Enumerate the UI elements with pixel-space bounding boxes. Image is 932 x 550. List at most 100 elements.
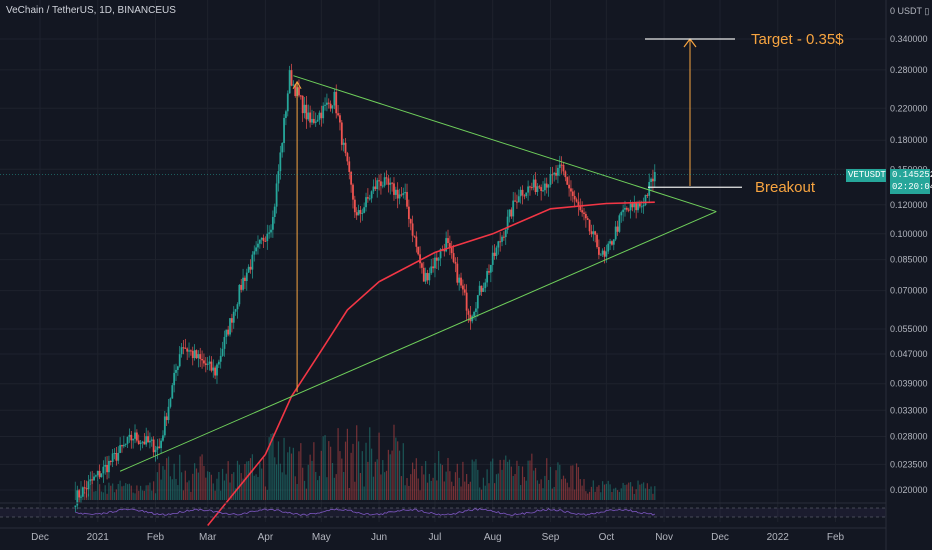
- volume-bar: [186, 482, 188, 500]
- volume-bar: [652, 493, 654, 500]
- candle-body: [219, 355, 222, 362]
- volume-bar: [91, 481, 93, 500]
- volume-bar: [216, 478, 218, 500]
- volume-bar: [300, 443, 302, 500]
- candle-body: [350, 171, 353, 185]
- candle-body: [158, 446, 161, 449]
- candle-body: [558, 164, 561, 168]
- candle-body: [227, 329, 230, 335]
- volume-bar: [285, 474, 287, 500]
- candle-body: [169, 398, 172, 407]
- candle-body: [182, 347, 185, 349]
- time-axis-label: May: [312, 532, 331, 543]
- volume-bar: [562, 475, 565, 500]
- candle-body: [607, 243, 610, 252]
- volume-bar: [462, 461, 464, 500]
- volume-bar: [89, 484, 91, 500]
- volume-bar: [618, 491, 620, 500]
- volume-bar: [257, 477, 259, 500]
- volume-bar: [279, 463, 281, 500]
- volume-bar: [212, 483, 214, 500]
- candle-body: [396, 189, 399, 199]
- candle-body: [290, 70, 293, 86]
- volume-bar: [490, 461, 492, 500]
- volume-bar: [633, 493, 635, 500]
- time-axis-label: Nov: [655, 532, 673, 543]
- price-axis-currency: 0 USDT ▯: [890, 6, 929, 16]
- candle-body: [163, 416, 166, 436]
- candle-body: [624, 207, 626, 210]
- volume-bar: [264, 486, 267, 500]
- candle-body: [631, 203, 634, 208]
- candle-body: [100, 473, 103, 478]
- candle-body: [603, 250, 606, 257]
- volume-bar: [328, 441, 330, 500]
- volume-bar: [385, 470, 388, 500]
- candle-body: [167, 406, 170, 421]
- candle-body: [93, 476, 95, 481]
- volume-bar: [266, 489, 268, 500]
- volume-bar: [439, 463, 442, 500]
- price-axis-label: 0.047000: [890, 349, 928, 359]
- candle-body: [96, 470, 99, 476]
- candle-body: [266, 233, 269, 242]
- candle-body: [162, 435, 164, 441]
- candle-body: [547, 184, 550, 188]
- volume-bar: [559, 464, 561, 500]
- candle-body: [126, 436, 129, 444]
- candle-body: [337, 113, 339, 116]
- candle-body: [400, 194, 403, 196]
- candle-body: [124, 443, 127, 445]
- candle-body: [147, 436, 149, 443]
- candle-body: [165, 416, 168, 421]
- volume-bar: [128, 483, 131, 500]
- volume-bar: [82, 493, 84, 500]
- volume-bar: [246, 461, 248, 500]
- candle-body: [434, 257, 436, 269]
- volume-bar: [542, 488, 544, 500]
- candle-body: [193, 350, 196, 359]
- candle-body: [199, 354, 202, 359]
- candle-body: [249, 266, 252, 270]
- candle-body: [543, 183, 546, 191]
- candle-body: [530, 187, 533, 189]
- candle-body: [316, 119, 319, 122]
- candle-body: [463, 289, 466, 293]
- candle-body: [471, 316, 474, 322]
- time-axis-label: 2021: [87, 532, 110, 543]
- volume-bar: [289, 446, 291, 500]
- candle-body: [137, 440, 140, 445]
- candle-body: [493, 252, 496, 256]
- candle-body: [637, 203, 639, 211]
- candle-body: [314, 121, 317, 123]
- candle-body: [150, 439, 153, 441]
- volume-bar: [113, 492, 116, 500]
- candle-body: [285, 111, 287, 118]
- candle-body: [467, 310, 470, 315]
- time-axis-label: Sep: [542, 532, 560, 543]
- volume-bar: [218, 472, 220, 500]
- volume-bar: [492, 458, 494, 500]
- candle-body: [270, 229, 272, 233]
- volume-bar: [419, 490, 421, 500]
- volume-bar: [173, 463, 175, 500]
- volume-bar: [549, 466, 552, 500]
- candle-body: [430, 266, 433, 274]
- candle-body: [240, 284, 243, 290]
- candle-body: [344, 142, 347, 154]
- candle-body: [346, 153, 349, 162]
- volume-bar: [475, 459, 477, 500]
- volume-bar: [538, 483, 540, 500]
- candle-body: [491, 252, 494, 265]
- candle-body: [186, 348, 189, 352]
- volume-bar: [154, 493, 157, 500]
- candle-body: [152, 439, 155, 453]
- candle-body: [76, 490, 79, 506]
- volume-bar: [227, 461, 229, 500]
- volume-bar: [410, 474, 412, 500]
- volume-bar: [192, 473, 194, 500]
- volume-bar: [253, 475, 255, 500]
- volume-bar: [477, 469, 479, 500]
- volume-bar: [294, 476, 296, 500]
